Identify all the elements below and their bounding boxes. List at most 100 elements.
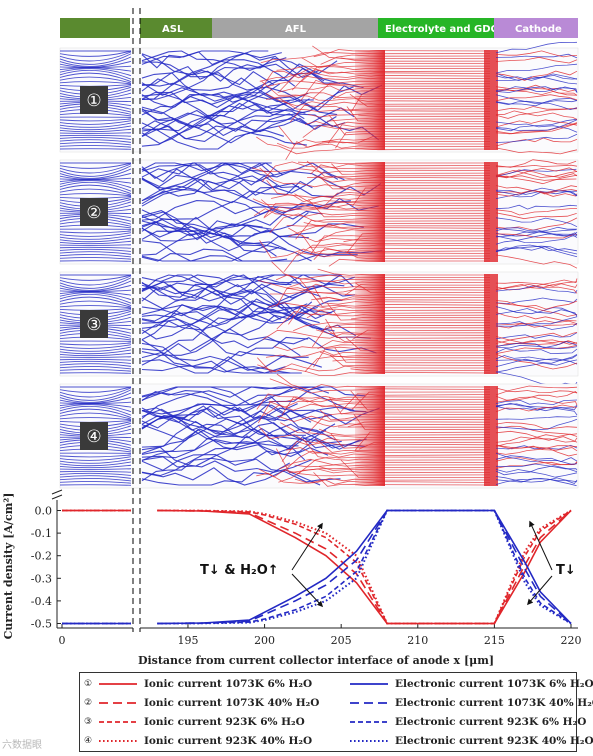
electrolyte-edge-left	[355, 50, 385, 150]
electrolyte-edge-left	[355, 386, 385, 486]
panel-badge	[80, 422, 108, 450]
arrow-left-down	[291, 573, 324, 608]
legend-label: Ionic current 1073K 40% H₂O	[144, 697, 320, 709]
y-tick-label: -0.5	[31, 617, 52, 630]
streamline-panels: ① ② ③ ④	[59, 41, 579, 489]
legend-item: ③ Ionic current 923K 6% H₂O	[84, 713, 305, 731]
legend-line-swatch	[99, 740, 137, 742]
zone-label-cathode: Cathode	[515, 24, 562, 35]
legend-label: Ionic current 1073K 6% H₂O	[144, 678, 313, 690]
panel-badge-label: ①	[86, 91, 101, 111]
afl-electronic-streamlines	[141, 50, 383, 150]
electrolyte-edge-left	[355, 274, 385, 374]
panel-frame	[59, 383, 579, 489]
x-tick-label: 205	[331, 634, 352, 647]
legend-item: ④ Ionic current 923K 40% H₂O	[84, 732, 312, 750]
panel-1: ①	[59, 41, 579, 161]
electrolyte-edge-right	[484, 162, 498, 262]
legend-label: Electronic current 923K 6% H₂O	[395, 716, 587, 728]
legend-label: Electronic current 923K 40% H₂O	[395, 735, 593, 747]
legend-label: Electronic current 1073K 6% H₂O	[395, 678, 593, 690]
panel-badge	[80, 86, 108, 114]
zone-bar-asl	[140, 18, 212, 38]
legend-marker: ②	[84, 698, 93, 708]
legend-line-swatch	[350, 683, 388, 685]
y-tick-label: -0.2	[31, 550, 52, 563]
zone-bar-afl	[212, 18, 378, 38]
legend-item: ② Ionic current 1073K 40% H₂O	[84, 694, 319, 712]
zone-label-afl: AFL	[285, 24, 307, 35]
zone-bar-asl-left	[60, 18, 130, 38]
legend-marker: ①	[84, 679, 93, 689]
panel-2: ②	[59, 159, 579, 276]
panel-badge-label: ④	[86, 427, 101, 447]
current-density-chart: 0.0 -0.1 -0.2 -0.3 -0.4 -0.5 0 195 200 205 210 215 2…	[2, 489, 582, 667]
electrolyte-edge-left	[355, 162, 385, 262]
panel-4: ④	[59, 373, 579, 489]
series-line-2-right	[157, 509, 572, 625]
cathode-streamlines	[495, 41, 578, 155]
chart-legend: ① Ionic current 1073K 6% H₂O Electronic cu…	[79, 672, 593, 752]
panel-badge-label: ②	[86, 203, 101, 223]
panel-badge	[80, 198, 108, 226]
legend-line-swatch	[350, 702, 388, 704]
y-axis-break-mark	[51, 489, 63, 500]
zone-bar-electrolyte	[378, 18, 494, 38]
panel-3: ③	[59, 261, 579, 387]
x-axis-title: Distance from current collector interfac…	[138, 654, 494, 667]
annotation-left: T↓ & H₂O↑	[200, 563, 279, 578]
electrolyte-edge-right	[484, 274, 498, 374]
y-tick-label: 0.0	[35, 505, 53, 518]
legend-line-swatch	[350, 721, 388, 723]
series-line-8-right	[157, 509, 572, 625]
y-tick-label: -0.3	[31, 572, 52, 585]
afl-electronic-streamlines	[141, 162, 383, 262]
legend-marker: ④	[84, 736, 93, 746]
legend-line-swatch	[99, 702, 137, 704]
x-tick-label: 0	[59, 634, 66, 647]
x-tick-label: 210	[407, 634, 428, 647]
legend-item: Electronic current 923K 40% H₂O	[335, 732, 593, 750]
cathode-streamlines	[495, 385, 578, 487]
x-tick-label: 195	[177, 634, 198, 647]
legend-label: Ionic current 923K 40% H₂O	[144, 735, 313, 747]
panel-badge-label: ③	[86, 315, 101, 335]
x-tick-label: 220	[561, 634, 582, 647]
cathode-streamlines	[495, 159, 578, 269]
electrolyte-edge-right	[484, 50, 498, 150]
legend-item: Electronic current 1073K 40% H₂O	[335, 694, 593, 712]
legend-marker: ③	[84, 717, 93, 727]
y-tick-label: -0.4	[31, 595, 52, 608]
series-line-6-right	[157, 509, 572, 625]
zone-label-electrolyte: Electrolyte and GDC	[385, 24, 498, 35]
arrow-right-down	[527, 575, 553, 606]
legend-item: Electronic current 1073K 6% H₂O	[335, 675, 593, 693]
afl-electronic-streamlines	[141, 386, 380, 486]
y-tick-label: -0.1	[31, 527, 52, 540]
panel-badge	[80, 310, 108, 338]
x-tick-label: 215	[484, 634, 505, 647]
zone-label-asl: ASL	[162, 24, 184, 35]
series-line-4-right	[157, 509, 572, 625]
legend-item: ① Ionic current 1073K 6% H₂O	[84, 675, 312, 693]
annotation-right: T↓	[556, 563, 576, 578]
cathode-streamlines	[495, 278, 578, 387]
watermark-text: 六数据眼	[2, 740, 42, 751]
series-line-5-right	[157, 509, 572, 625]
legend-line-swatch	[99, 721, 137, 723]
legend-line-swatch	[99, 683, 137, 685]
y-axis-title: Current density [A/cm²]	[2, 493, 15, 640]
arrow-left-up	[291, 522, 323, 571]
legend-item: Electronic current 923K 6% H₂O	[335, 713, 586, 731]
legend-label: Electronic current 1073K 40% H₂O	[395, 697, 593, 709]
arrow-right-up	[529, 520, 553, 571]
zone-header: ASL AFL Electrolyte and GDC Cathode	[60, 18, 578, 38]
legend-line-swatch	[350, 740, 388, 742]
electrolyte-edge-right	[484, 386, 498, 486]
legend-label: Ionic current 923K 6% H₂O	[144, 716, 305, 728]
series-line-1-right	[157, 509, 572, 625]
x-tick-label: 200	[254, 634, 275, 647]
series-line-7-right	[157, 509, 572, 625]
zone-bar-cathode	[494, 18, 578, 38]
